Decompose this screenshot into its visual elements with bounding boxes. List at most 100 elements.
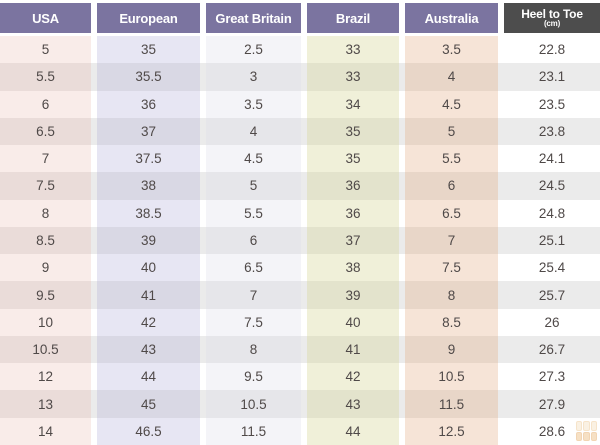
table-cell: 10.5 <box>0 335 91 364</box>
table-cell: 7.5 <box>206 308 301 336</box>
grid-logo-cell <box>590 421 597 431</box>
table-cell: 27.3 <box>504 363 600 391</box>
table-row: 8 38.5 5.5 36 6.5 24.8 <box>0 199 600 227</box>
table-cell: 36 <box>307 199 399 227</box>
table-cell: 35 <box>97 36 200 64</box>
header-brazil: Brazil <box>307 3 399 33</box>
table-cell: 22.8 <box>504 36 600 64</box>
table-cell: 25.1 <box>504 226 600 255</box>
grid-logo-cell <box>583 431 590 441</box>
table-cell: 35.5 <box>97 63 200 91</box>
header-heel-to-toe-unit: (cm) <box>543 19 561 29</box>
grid-logo-icon <box>576 421 597 441</box>
header-australia: Australia <box>405 3 498 33</box>
table-header-row: USA European Great Britain Brazil Austra… <box>0 3 600 33</box>
table-cell: 7 <box>206 281 301 309</box>
table-cell: 42 <box>97 308 200 336</box>
table-cell: 9.5 <box>0 281 91 309</box>
table-cell: 7 <box>0 145 91 173</box>
table-cell: 3.5 <box>405 36 498 64</box>
table-cell: 4 <box>405 63 498 91</box>
table-cell: 5 <box>405 117 498 146</box>
table-cell: 25.7 <box>504 281 600 309</box>
table-cell: 8.5 <box>0 226 91 255</box>
table-cell: 6.5 <box>0 117 91 146</box>
table-cell: 26.7 <box>504 335 600 364</box>
table-cell: 38 <box>97 172 200 200</box>
table-cell: 6.5 <box>206 254 301 282</box>
header-european: European <box>97 3 200 33</box>
table-cell: 5 <box>206 172 301 200</box>
table-cell: 9 <box>405 335 498 364</box>
table-cell: 24.1 <box>504 145 600 173</box>
table-cell: 23.8 <box>504 117 600 146</box>
table-cell: 24.8 <box>504 199 600 227</box>
table-cell: 4.5 <box>405 90 498 118</box>
table-cell: 39 <box>307 281 399 309</box>
table-row: 9 40 6.5 38 7.5 25.4 <box>0 254 600 282</box>
header-great-britain: Great Britain <box>206 3 301 33</box>
table-cell: 11.5 <box>405 390 498 418</box>
table-cell: 43 <box>97 335 200 364</box>
grid-logo-cell <box>576 431 583 441</box>
table-cell: 39 <box>97 226 200 255</box>
table-cell: 44 <box>307 417 399 445</box>
table-cell: 10.5 <box>405 363 498 391</box>
table-cell: 2.5 <box>206 36 301 64</box>
table-cell: 7.5 <box>0 172 91 200</box>
table-cell: 3.5 <box>206 90 301 118</box>
table-cell: 27.9 <box>504 390 600 418</box>
table-cell: 12.5 <box>405 417 498 445</box>
table-cell: 38.5 <box>97 199 200 227</box>
table-cell: 6.5 <box>405 199 498 227</box>
table-row: 10 42 7.5 40 8.5 26 <box>0 308 600 336</box>
header-usa: USA <box>0 3 91 33</box>
table-row: 5.5 35.5 3 33 4 23.1 <box>0 63 600 91</box>
table-cell: 37 <box>307 226 399 255</box>
table-cell: 38 <box>307 254 399 282</box>
table-cell: 33 <box>307 36 399 64</box>
table-cell: 35 <box>307 145 399 173</box>
table-cell: 33 <box>307 63 399 91</box>
table-cell: 7 <box>405 226 498 255</box>
table-row: 12 44 9.5 42 10.5 27.3 <box>0 363 600 391</box>
table-cell: 44 <box>97 363 200 391</box>
table-cell: 41 <box>307 335 399 364</box>
table-cell: 5.5 <box>405 145 498 173</box>
table-cell: 5.5 <box>0 63 91 91</box>
table-cell: 42 <box>307 363 399 391</box>
table-cell: 6 <box>405 172 498 200</box>
grid-logo-cell <box>576 421 583 431</box>
table-cell: 41 <box>97 281 200 309</box>
table-cell: 35 <box>307 117 399 146</box>
table-cell: 14 <box>0 417 91 445</box>
table-body: 5 35 2.5 33 3.5 22.8 5.5 35.5 3 33 4 23.1 6 36 3.5 34 4.… <box>0 36 600 445</box>
table-cell: 8 <box>206 335 301 364</box>
table-cell: 8 <box>0 199 91 227</box>
table-cell: 9 <box>0 254 91 282</box>
table-cell: 43 <box>307 390 399 418</box>
table-row: 9.5 41 7 39 8 25.7 <box>0 281 600 309</box>
table-cell: 4.5 <box>206 145 301 173</box>
grid-logo-cell <box>590 431 597 441</box>
table-cell: 13 <box>0 390 91 418</box>
table-cell: 5.5 <box>206 199 301 227</box>
header-heel-to-toe-label: Heel to Toe <box>521 6 583 21</box>
table-row: 14 46.5 11.5 44 12.5 28.6 <box>0 417 600 445</box>
table-cell: 7.5 <box>405 254 498 282</box>
table-row: 5 35 2.5 33 3.5 22.8 <box>0 36 600 64</box>
table-row: 8.5 39 6 37 7 25.1 <box>0 226 600 255</box>
table-cell: 5 <box>0 36 91 64</box>
table-cell: 37 <box>97 117 200 146</box>
table-cell: 40 <box>97 254 200 282</box>
table-cell: 45 <box>97 390 200 418</box>
table-cell: 25.4 <box>504 254 600 282</box>
table-cell: 8 <box>405 281 498 309</box>
table-cell: 3 <box>206 63 301 91</box>
table-cell: 9.5 <box>206 363 301 391</box>
table-row: 7 37.5 4.5 35 5.5 24.1 <box>0 145 600 173</box>
table-cell: 23.5 <box>504 90 600 118</box>
table-cell: 8.5 <box>405 308 498 336</box>
table-cell: 6 <box>0 90 91 118</box>
